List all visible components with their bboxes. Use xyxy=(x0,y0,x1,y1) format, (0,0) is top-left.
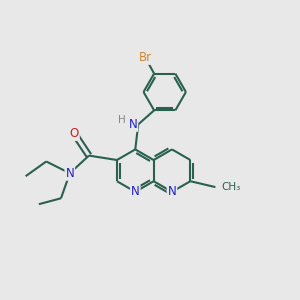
Text: N: N xyxy=(128,118,137,131)
Text: N: N xyxy=(65,167,74,180)
Text: N: N xyxy=(168,185,176,198)
Text: O: O xyxy=(70,127,79,140)
Text: N: N xyxy=(131,185,140,198)
Text: H: H xyxy=(118,115,126,125)
Text: CH₃: CH₃ xyxy=(222,182,241,192)
Text: Br: Br xyxy=(139,51,152,64)
